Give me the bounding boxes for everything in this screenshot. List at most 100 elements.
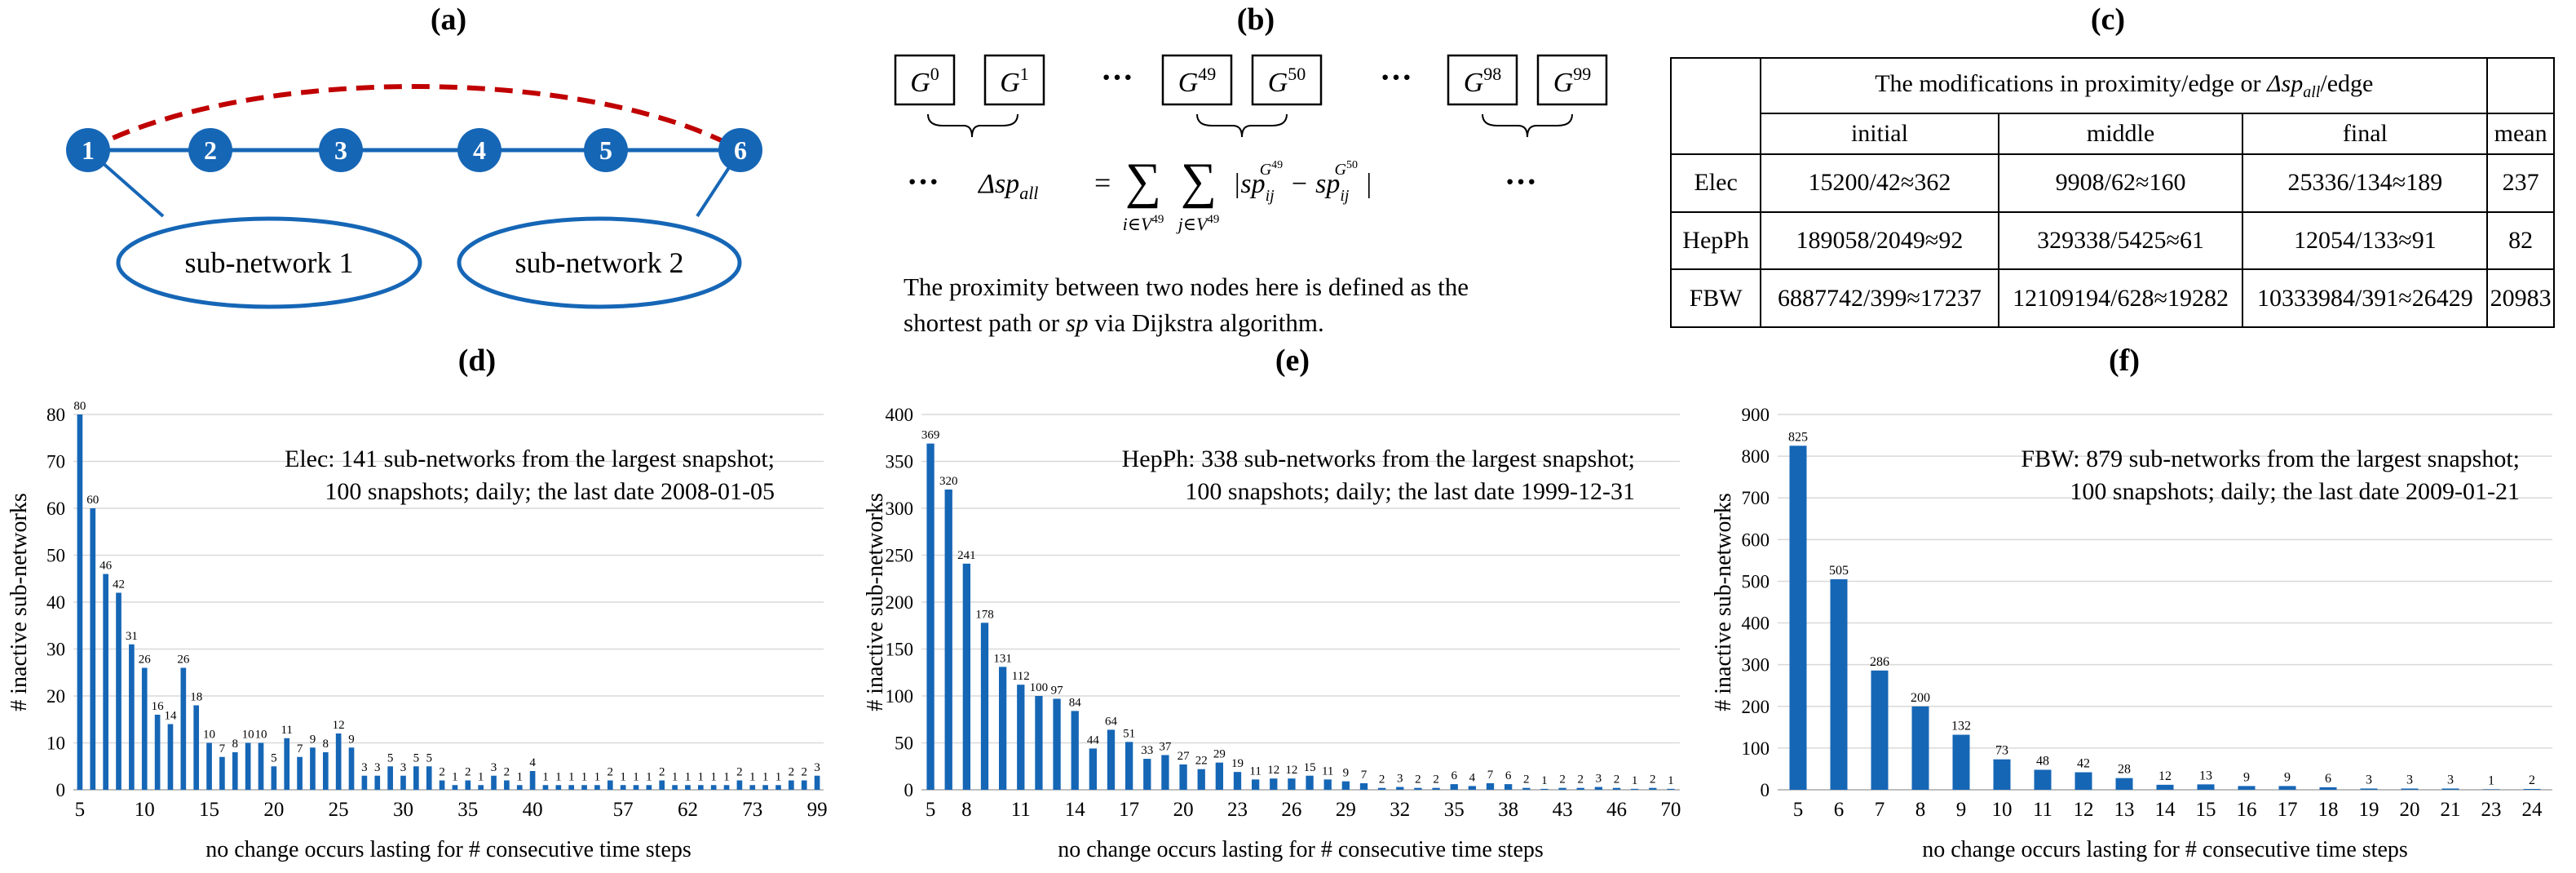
y-tick-label: 80 (46, 405, 65, 425)
formula-term: |spijG49 − spijG50 | (1233, 159, 1372, 205)
data-label: 11 (1249, 764, 1261, 778)
bar (2401, 788, 2419, 790)
data-label: 2 (608, 766, 614, 779)
y-tick-label: 300 (1742, 655, 1770, 676)
y-tick-label: 100 (1742, 738, 1770, 759)
x-axis-label: no change occurs lasting for # consecuti… (1058, 837, 1544, 862)
bar (504, 780, 510, 790)
x-tick-label: 19 (2359, 799, 2379, 821)
data-label: 3 (2447, 773, 2454, 787)
bar (1522, 787, 1531, 790)
table-corner-cell (1669, 57, 1762, 155)
data-label: 5 (413, 751, 420, 764)
bar (1576, 787, 1584, 790)
data-label: 3 (2366, 773, 2372, 787)
bar (594, 785, 600, 790)
panel-label-e: (e) (1275, 343, 1310, 378)
bar (271, 766, 277, 790)
x-tick-label: 14 (2155, 799, 2176, 821)
bar (258, 742, 264, 790)
data-label: 2 (1379, 773, 1385, 787)
data-label: 42 (113, 578, 125, 592)
proximity-note: The proximity between two nodes here is … (904, 269, 1637, 341)
x-tick-label: 35 (457, 799, 478, 821)
x-tick-label: 17 (2278, 799, 2298, 821)
bar (697, 785, 704, 790)
y-tick-label: 0 (904, 780, 914, 800)
x-tick-label: 17 (1119, 799, 1139, 821)
data-label: 60 (86, 494, 99, 507)
bar (478, 785, 484, 790)
data-label: 10 (242, 729, 254, 742)
cell-middle: 329338/5425≈61 (1997, 210, 2244, 271)
bar (1396, 787, 1404, 790)
x-tick-label: 25 (329, 799, 349, 821)
column-header-initial: initial (1760, 113, 1999, 155)
table-header-title: The modifications in proximity/edge or Δ… (1760, 57, 2489, 114)
node-label-4: 4 (473, 135, 486, 165)
bar (1035, 696, 1043, 790)
svg-text:G0: G0 (910, 64, 939, 98)
data-label: 2 (504, 766, 510, 779)
sum-index-2: j∈V49 (1176, 213, 1220, 234)
node-5: 5 (584, 128, 628, 172)
data-label: 2 (1523, 773, 1530, 787)
data-label: 4 (529, 756, 536, 769)
bar (361, 775, 368, 790)
bar (2156, 784, 2174, 790)
bar (167, 724, 174, 790)
bar (685, 785, 691, 790)
bar (1952, 734, 1970, 790)
data-label: 1 (685, 770, 691, 783)
bar (1125, 742, 1133, 790)
proximity-note-line1: The proximity between two nodes here is … (904, 273, 1469, 301)
data-label: 33 (1141, 744, 1153, 757)
bar (2482, 789, 2500, 790)
data-label: 26 (177, 654, 190, 667)
bar (335, 733, 342, 790)
data-label: 5 (271, 751, 277, 764)
snapshot-box-g50: G50 (1251, 54, 1323, 106)
x-tick-label: 5 (75, 799, 86, 821)
data-label: 132 (1951, 720, 1971, 733)
data-label: 80 (73, 400, 86, 413)
data-label: 3 (814, 761, 820, 774)
bar (2115, 778, 2133, 790)
data-label: 12 (333, 719, 345, 732)
data-label: 2 (1614, 773, 1620, 787)
modifications-table: The modifications in proximity/edge or Δ… (1669, 57, 2555, 328)
data-label: 8 (232, 738, 239, 751)
x-tick-label: 73 (742, 799, 762, 821)
bar (245, 742, 251, 790)
y-tick-label: 800 (1742, 446, 1770, 467)
svg-text:G49: G49 (1178, 64, 1217, 98)
bar (1017, 685, 1025, 790)
x-tick-label: 35 (1444, 799, 1465, 821)
data-label: 29 (1213, 748, 1226, 761)
x-tick-label: 43 (1553, 799, 1573, 821)
node-2: 2 (188, 128, 232, 172)
bar (439, 780, 445, 790)
bar (1270, 778, 1278, 790)
bar (1053, 698, 1061, 790)
bar (141, 667, 148, 790)
proximity-note-line2: shortest path or sp via Dijkstra algorit… (904, 308, 1324, 337)
data-label: 10 (255, 729, 267, 742)
bar (2074, 772, 2092, 790)
cell-initial: 189058/2049≈92 (1760, 210, 1999, 271)
bar (633, 785, 639, 790)
bar (1288, 778, 1296, 790)
bar (1233, 772, 1242, 790)
bar (322, 752, 329, 790)
x-tick-label: 38 (1498, 799, 1518, 821)
bar (1649, 787, 1657, 790)
bar (284, 738, 290, 790)
data-label: 1 (749, 770, 756, 783)
bar (555, 785, 562, 790)
sum-index-1: i∈V49 (1123, 213, 1164, 234)
formula-lhs: Δspall (977, 169, 1038, 203)
panel-label-b: (b) (1236, 2, 1275, 37)
x-tick-label: 12 (2074, 799, 2094, 821)
column-header-middle: middle (1997, 113, 2244, 155)
bar (775, 785, 781, 790)
